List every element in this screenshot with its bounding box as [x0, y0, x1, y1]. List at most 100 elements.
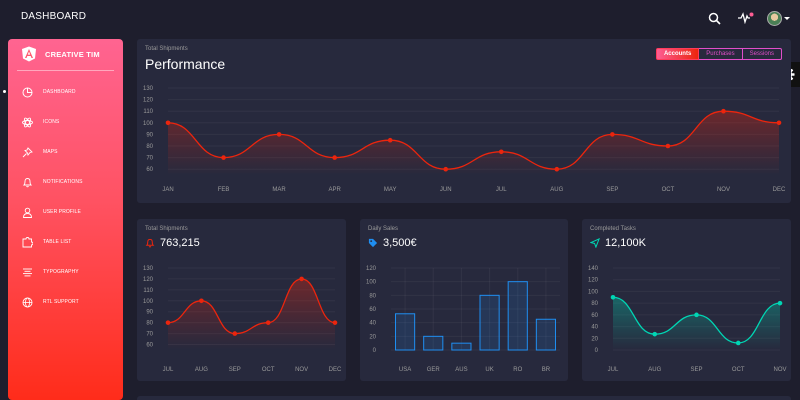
- chevron-down-icon: [784, 16, 790, 20]
- x-tick-label: JUN: [440, 187, 452, 193]
- data-point: [498, 149, 504, 155]
- card-subtitle: Total Shipments: [145, 226, 188, 232]
- sidebar-item-notifications[interactable]: NOTIFICATIONS: [8, 174, 123, 190]
- y-tick-label: 20: [369, 334, 376, 340]
- x-tick-label: OCT: [662, 187, 675, 193]
- card-value: 763,215: [145, 237, 200, 249]
- card-title: Performance: [145, 56, 226, 72]
- chart-range-tabs: Accounts Purchases Sessions: [655, 48, 782, 60]
- bell-icon: [145, 238, 155, 248]
- sidebar-item-label: USER PROFILE: [43, 209, 81, 215]
- search-icon[interactable]: [703, 7, 725, 29]
- y-tick-label: 90: [146, 132, 153, 138]
- x-tick-label: OCT: [732, 367, 745, 373]
- sidebar-item-label: DASHBOARD: [43, 89, 76, 95]
- bottom-card-edge: [137, 396, 791, 400]
- x-tick-label: AUG: [648, 367, 661, 373]
- card-value-text: 12,100K: [605, 237, 646, 249]
- tab-accounts[interactable]: Accounts: [655, 48, 700, 60]
- data-point: [610, 294, 616, 300]
- x-tick-label: NOV: [773, 367, 786, 373]
- y-tick-label: 110: [143, 109, 153, 115]
- y-tick-label: 0: [373, 348, 377, 354]
- x-tick-label: DEC: [329, 367, 342, 373]
- data-point: [332, 320, 338, 325]
- x-tick-label: SEP: [690, 367, 702, 373]
- x-tick-label: OCT: [262, 367, 275, 373]
- y-tick-label: 120: [143, 98, 154, 104]
- y-tick-label: 110: [143, 288, 153, 294]
- sidebar-item-maps[interactable]: MAPS: [8, 144, 123, 160]
- bar: [423, 335, 444, 351]
- tag-icon: [368, 238, 378, 248]
- y-tick-label: 100: [588, 289, 599, 295]
- x-tick-label: FEB: [218, 187, 230, 193]
- y-tick-label: 100: [143, 299, 154, 305]
- tab-purchases[interactable]: Purchases: [699, 48, 743, 60]
- shipments-card: Total Shipments 763,215 60 70 80 90 100 110 12…: [137, 219, 346, 381]
- sidebar-item-dashboard[interactable]: DASHBOARD: [3, 84, 123, 100]
- performance-card: Total Shipments Performance Accounts Pur…: [137, 39, 791, 203]
- data-point: [694, 312, 699, 318]
- sidebar-logo[interactable]: CREATIVE TIM: [21, 46, 100, 62]
- data-point: [199, 298, 204, 304]
- y-tick-label: 100: [143, 121, 154, 127]
- x-tick-label: JAN: [162, 187, 173, 193]
- y-tick-label: 60: [591, 313, 598, 319]
- single-user-icon: [21, 206, 33, 218]
- data-point: [735, 340, 741, 346]
- area-fill: [168, 111, 779, 175]
- data-point: [554, 166, 560, 172]
- chart-pie-icon: [21, 86, 33, 98]
- y-tick-label: 130: [143, 266, 154, 272]
- sales-bar-chart: 0 20 40 60 80 100 120 USA GER AUS UK RO BR: [366, 266, 560, 373]
- y-tick-label: 80: [591, 301, 598, 307]
- sidebar-item-user-profile[interactable]: USER PROFILE: [8, 204, 123, 220]
- x-tick-label: SEP: [229, 367, 241, 373]
- pin-icon: [21, 146, 33, 158]
- x-tick-label: BR: [542, 367, 551, 373]
- navbar-brand[interactable]: DASHBOARD: [21, 11, 87, 22]
- tab-sessions[interactable]: Sessions: [742, 48, 782, 60]
- user-menu[interactable]: [767, 10, 790, 26]
- notification-pulse-icon[interactable]: [735, 7, 757, 29]
- performance-line-chart: 60 70 80 90 100 110 120 130 JAN FEB MAR APR MAY JUN JU…: [143, 86, 786, 193]
- bar: [479, 294, 500, 351]
- x-tick-label: SEP: [606, 187, 618, 193]
- sidebar-item-icons[interactable]: ICONS: [8, 114, 123, 130]
- sidebar-item-typography[interactable]: TYPOGRAPHY: [8, 264, 123, 280]
- sidebar-item-table-list[interactable]: TABLE LIST: [8, 234, 123, 250]
- y-tick-label: 0: [595, 348, 599, 354]
- data-point: [665, 143, 671, 149]
- completed-tasks-card: Completed Tasks 12,100K 0 20 40 60 80 100 120 1…: [582, 219, 791, 381]
- sidebar-item-label: TYPOGRAPHY: [43, 269, 79, 275]
- align-center-icon: [21, 266, 33, 278]
- series-line: [167, 110, 780, 170]
- y-tick-label: 120: [143, 277, 154, 283]
- puzzle-icon: [21, 236, 33, 248]
- x-tick-label: NOV: [717, 187, 730, 193]
- data-point: [299, 276, 304, 282]
- y-tick-label: 70: [146, 156, 153, 162]
- x-tick-label: JUL: [608, 367, 619, 373]
- data-point: [221, 155, 226, 160]
- card-value-text: 763,215: [160, 237, 200, 249]
- x-tick-label: AUG: [195, 367, 208, 373]
- data-point: [387, 137, 393, 143]
- data-point: [610, 132, 615, 137]
- sidebar-item-label: TABLE LIST: [43, 239, 72, 245]
- y-tick-label: 140: [588, 266, 599, 272]
- data-point: [776, 120, 782, 126]
- y-tick-label: 60: [146, 343, 153, 349]
- data-point: [265, 320, 271, 325]
- sidebar-logo-text: CREATIVE TIM: [45, 49, 100, 59]
- sidebar-item-rtl-support[interactable]: RTL SUPPORT: [8, 294, 123, 310]
- x-tick-label: RO: [513, 367, 522, 373]
- y-tick-label: 90: [146, 310, 153, 316]
- x-tick-label: MAR: [272, 187, 286, 193]
- atom-icon: [21, 116, 33, 128]
- x-tick-label: JUL: [163, 367, 174, 373]
- angular-logo-icon: [22, 46, 36, 62]
- sidebar-divider: [17, 70, 114, 71]
- card-subtitle: Completed Tasks: [590, 226, 636, 232]
